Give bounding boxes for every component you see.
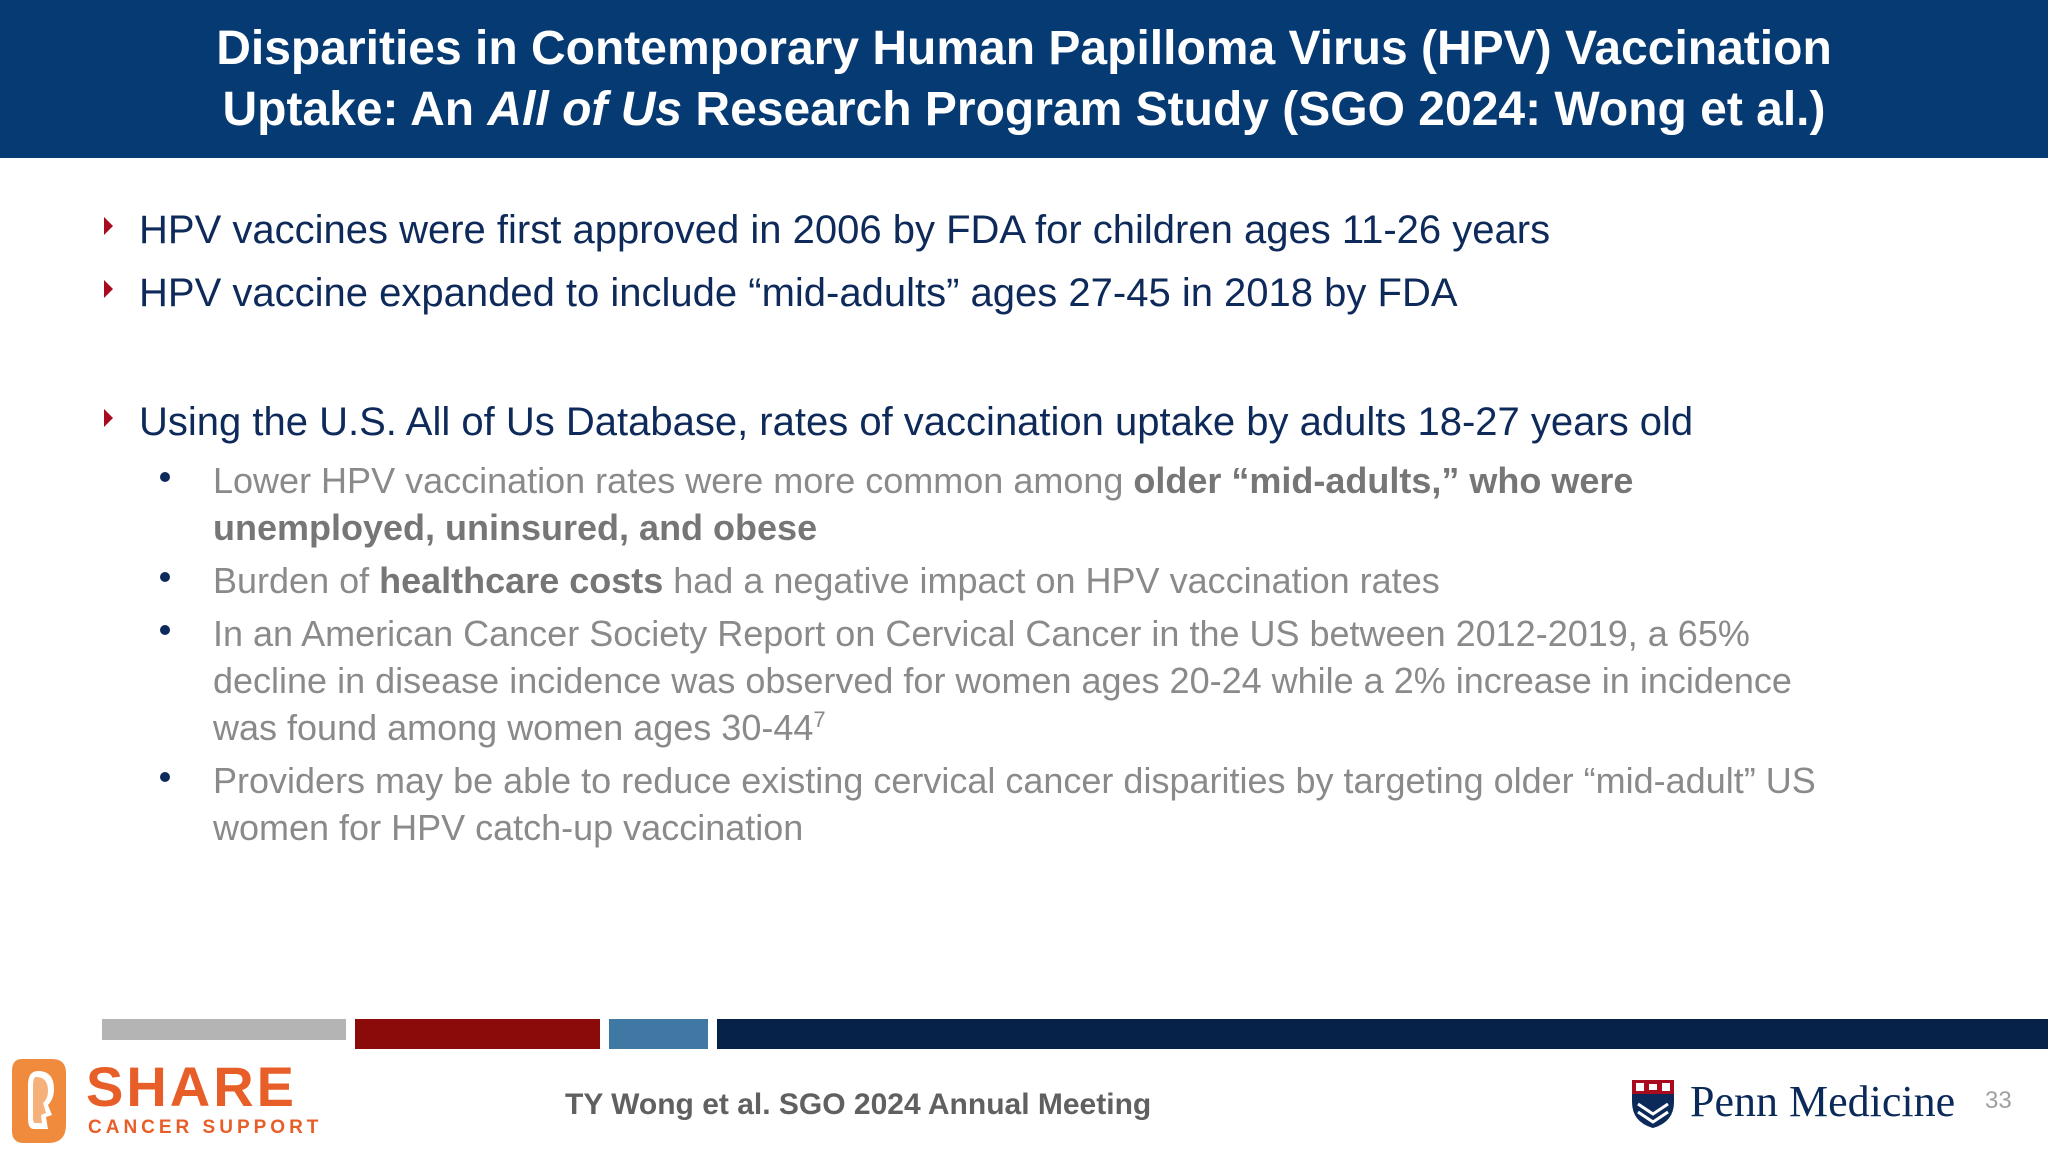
sub-bullet-2-bold: healthcare costs [379,560,664,601]
bullet-3: Using the U.S. All of Us Database, rates… [104,397,1693,447]
penn-medicine-logo: Penn Medicine [1630,1076,1970,1136]
footer-bar-red [355,1019,600,1049]
slide-title-line-1: Disparities in Contemporary Human Papill… [216,22,1832,75]
sub-bullet-1-text: Lower HPV vaccination rates were more co… [213,457,1633,551]
title-suffix: Research Program Study (SGO 2024: Wong e… [682,83,1826,136]
sub-bullet-3-text: In an American Cancer Society Report on … [213,610,1792,751]
sub-bullet-4-text: Providers may be able to reduce existing… [213,757,1816,851]
title-banner: Disparities in Contemporary Human Papill… [0,0,2048,158]
dot-bullet-icon [160,625,170,635]
penn-medicine-wordmark: Penn Medicine [1690,1077,1956,1126]
footer-citation: TY Wong et al. SGO 2024 Annual Meeting [565,1088,1152,1121]
bullet-2-text: HPV vaccine expanded to include “mid-adu… [139,271,1458,315]
page-number: 33 [1985,1087,2012,1114]
triangle-bullet-icon [104,280,113,298]
sub-bullet-2-plain-1: Burden of [213,560,380,601]
triangle-bullet-icon [104,409,113,427]
bullet-1-text: HPV vaccines were first approved in 2006… [139,208,1551,252]
sub-bullet-4-line-1: Providers may be able to reduce existing… [213,760,1816,801]
dot-bullet-icon [160,572,170,582]
title-prefix: Uptake: An [222,83,488,136]
sub-bullet-2: Burden of healthcare costs had a negativ… [160,557,1440,604]
sub-bullet-2-text: Burden of healthcare costs had a negativ… [213,557,1440,604]
slide-title-line-2: Uptake: An All of Us Research Program St… [222,79,1825,140]
sub-bullet-1: Lower HPV vaccination rates were more co… [160,457,1633,551]
triangle-bullet-icon [104,217,113,235]
bullet-1: HPV vaccines were first approved in 2006… [104,205,1550,255]
sub-bullet-3-line-2: decline in disease incidence was observe… [213,660,1792,701]
sub-bullet-4: Providers may be able to reduce existing… [160,757,1816,851]
bullet-2: HPV vaccine expanded to include “mid-adu… [104,268,1458,318]
penn-shield-icon [1632,1080,1674,1128]
share-logo-subtitle: CANCER SUPPORT [88,1117,323,1138]
sub-bullet-3-line-1: In an American Cancer Society Report on … [213,613,1750,654]
sub-bullet-3-line-3: was found among women ages 30-44 [213,707,814,748]
bullet-3-text: Using the U.S. All of Us Database, rates… [139,400,1694,444]
reference-superscript: 7 [813,707,826,732]
footer-bar-navy [717,1019,2048,1049]
sub-bullet-1-bold-line-2: unemployed, uninsured, and obese [213,507,818,548]
dot-bullet-icon [160,772,170,782]
slide-body: HPV vaccines were first approved in 2006… [104,205,1816,851]
share-head-icon [12,1059,66,1143]
footer-bar-blue [609,1019,708,1049]
share-cancer-support-logo: SHARE CANCER SUPPORT [8,1055,348,1145]
sub-bullet-1-plain: Lower HPV vaccination rates were more co… [213,460,1134,501]
sub-bullet-3: In an American Cancer Society Report on … [160,610,1792,751]
dot-bullet-icon [160,472,170,482]
footer-bar-gray [102,1019,346,1040]
sub-bullet-1-bold: older “mid-adults,” who were [1133,460,1634,501]
sub-bullet-4-line-2: women for HPV catch-up vaccination [213,807,804,848]
sub-bullet-2-plain-2: had a negative impact on HPV vaccination… [663,560,1440,601]
share-logo-word: SHARE [86,1055,298,1118]
title-italic: All of Us [487,83,683,136]
